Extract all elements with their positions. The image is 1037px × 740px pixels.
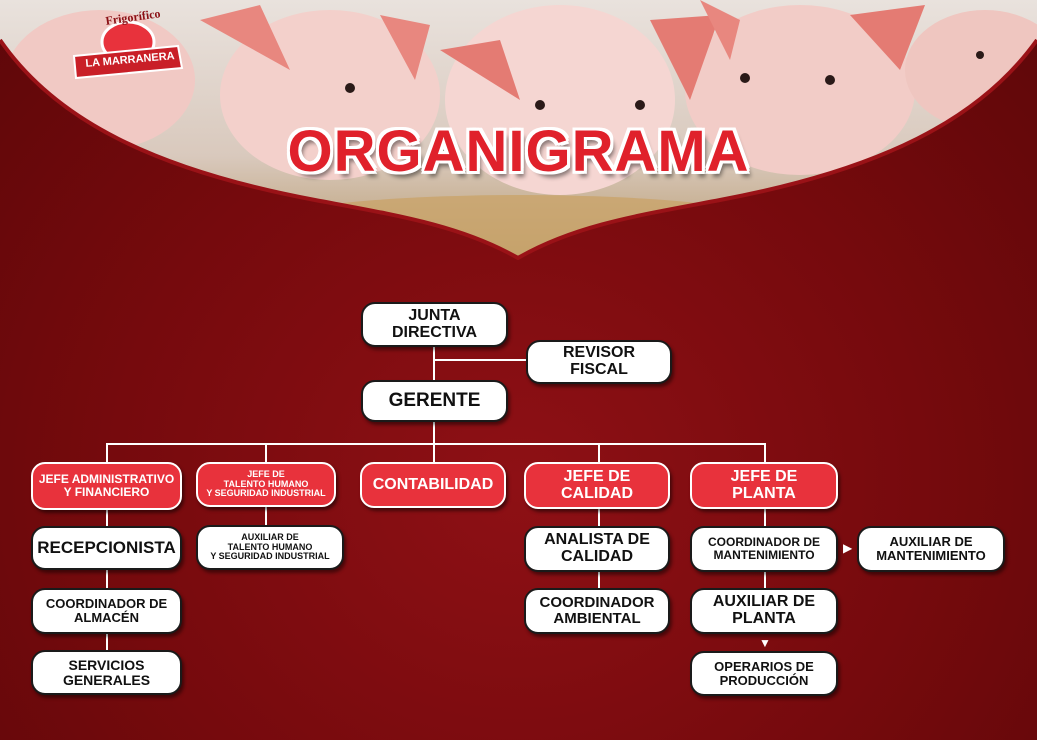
node-jefe-talento-humano-line: JEFE DE <box>247 469 285 480</box>
node-junta-directiva: JUNTA DIRECTIVA <box>361 302 508 347</box>
node-jefe-administrativo-line: Y FINANCIERO <box>63 485 150 499</box>
node-auxiliar-planta: AUXILIAR DE PLANTA <box>690 588 838 634</box>
node-jefe-calidad-line: JEFE DE <box>563 467 631 485</box>
logo: Frigorífico LA MARRANERA <box>66 6 186 82</box>
node-contabilidad-line: CONTABILIDAD <box>372 475 494 493</box>
node-jefe-calidad-label: JEFE DE CALIDAD <box>561 467 633 503</box>
node-jefe-administrativo: JEFE ADMINISTRATIVO Y FINANCIERO <box>31 462 182 510</box>
connector-drop-3 <box>598 443 600 463</box>
node-auxiliar-planta-line: PLANTA <box>732 610 796 627</box>
node-servicios-generales-line: GENERALES <box>62 671 151 688</box>
node-analista-calidad: ANALISTA DE CALIDAD <box>524 526 670 572</box>
node-jefe-talento-humano-label: JEFE DE TALENTO HUMANO Y SEGURIDAD INDUSTR… <box>206 469 326 499</box>
node-analista-calidad-label: ANALISTA DE CALIDAD <box>544 531 650 566</box>
node-auxiliar-mantenimiento-line: MANTENIMIENTO <box>876 548 986 563</box>
connector-drop-4 <box>764 443 766 463</box>
node-coordinador-ambiental-line: AMBIENTAL <box>553 610 641 627</box>
node-junta-directiva-label: JUNTA DIRECTIVA <box>391 306 478 342</box>
node-coordinador-almacen-line: COORDINADOR DE <box>45 596 168 612</box>
node-operarios-produccion-label: OPERARIOS DE PRODUCCIÓN <box>714 660 814 687</box>
node-recepcionista-line: RECEPCIONISTA <box>37 538 176 558</box>
node-junta-directiva-line: DIRECTIVA <box>391 323 478 341</box>
connector-bus <box>106 443 766 445</box>
connector-drop-0 <box>106 443 108 463</box>
node-auxiliar-talento-humano-line: Y SEGURIDAD INDUSTRIAL <box>210 551 330 562</box>
node-coordinador-mantenimiento-label: COORDINADOR DE MANTENIMIENTO <box>708 536 820 561</box>
node-operarios-produccion-line: OPERARIOS DE <box>714 658 814 674</box>
node-contabilidad: CONTABILIDAD <box>360 462 506 508</box>
logo-emblem <box>72 20 184 80</box>
node-jefe-planta: JEFE DE PLANTA <box>690 462 838 509</box>
connector-planta-mant <box>764 507 766 527</box>
node-coordinador-mantenimiento: COORDINADOR DE MANTENIMIENTO <box>690 526 838 572</box>
connector-junta-gerente <box>433 345 435 381</box>
node-coordinador-mantenimiento-line: MANTENIMIENTO <box>713 548 815 562</box>
node-gerente-line: GERENTE <box>388 390 481 412</box>
connector-gerente-bus <box>433 420 435 444</box>
node-operarios-produccion-line: PRODUCCIÓN <box>719 672 809 688</box>
node-servicios-generales: SERVICIOS GENERALES <box>31 650 182 695</box>
node-auxiliar-talento-humano: AUXILIAR DE TALENTO HUMANO Y SEGURIDAD IND… <box>196 525 344 570</box>
node-auxiliar-talento-humano-line: AUXILIAR DE <box>241 532 299 543</box>
connector-admin-recep <box>106 508 108 528</box>
node-junta-directiva-line: JUNTA <box>408 306 461 324</box>
node-jefe-planta-line: JEFE DE <box>730 467 798 485</box>
node-jefe-calidad: JEFE DE CALIDAD <box>524 462 670 509</box>
node-jefe-talento-humano-line: Y SEGURIDAD INDUSTRIAL <box>206 488 326 499</box>
page-title: ORGANIGRAMA <box>287 119 750 184</box>
connector-revisor <box>433 359 529 361</box>
node-auxiliar-mantenimiento-label: AUXILIAR DE MANTENIMIENTO <box>876 535 986 562</box>
node-revisor-fiscal-line: FISCAL <box>570 361 628 378</box>
node-recepcionista-label: RECEPCIONISTA <box>37 539 176 557</box>
node-coordinador-ambiental-line: COORDINADOR <box>539 594 655 612</box>
node-recepcionista: RECEPCIONISTA <box>31 526 182 570</box>
connector-analista-ambiental <box>598 570 600 590</box>
node-coordinador-ambiental-label: COORDINADOR AMBIENTAL <box>540 595 655 627</box>
arrow-right-icon: ▶ <box>843 541 853 555</box>
connector-mant-aux <box>764 570 766 590</box>
node-jefe-talento-humano-line: TALENTO HUMANO <box>223 478 309 489</box>
node-servicios-generales-label: SERVICIOS GENERALES <box>63 658 150 687</box>
node-coordinador-almacen-line: ALMACÉN <box>74 610 139 625</box>
node-jefe-planta-line: PLANTA <box>732 484 796 502</box>
node-auxiliar-mantenimiento: AUXILIAR DE MANTENIMIENTO <box>857 526 1005 572</box>
connector-th-aux <box>265 505 267 525</box>
connector-drop-1 <box>265 443 267 463</box>
node-auxiliar-talento-humano-line: TALENTO HUMANO <box>227 541 313 552</box>
node-analista-calidad-line: ANALISTA DE <box>544 531 650 549</box>
node-coordinador-ambiental: COORDINADOR AMBIENTAL <box>524 588 670 634</box>
node-analista-calidad-line: CALIDAD <box>561 548 633 565</box>
node-gerente-label: GERENTE <box>389 391 481 411</box>
node-auxiliar-mantenimiento-line: AUXILIAR DE <box>889 534 973 550</box>
node-revisor-fiscal: REVISOR FISCAL <box>526 340 672 384</box>
connector-drop-2 <box>433 443 435 463</box>
connector-calidad-analista <box>598 507 600 527</box>
node-coordinador-almacen-label: COORDINADOR DE ALMACÉN <box>46 597 167 624</box>
node-revisor-fiscal-line: REVISOR <box>562 344 635 362</box>
node-jefe-calidad-line: CALIDAD <box>561 484 633 502</box>
node-coordinador-mantenimiento-line: COORDINADOR DE <box>707 535 820 550</box>
node-gerente: GERENTE <box>361 380 508 422</box>
node-auxiliar-planta-line: AUXILIAR DE <box>712 593 816 611</box>
arrow-down-icon: ▼ <box>759 636 771 650</box>
header-banner <box>0 0 1037 260</box>
node-auxiliar-talento-humano-label: AUXILIAR DE TALENTO HUMANO Y SEGURIDAD IND… <box>210 532 330 562</box>
node-servicios-generales-line: SERVICIOS <box>68 656 145 673</box>
node-revisor-fiscal-label: REVISOR FISCAL <box>562 344 635 379</box>
node-jefe-administrativo-line: JEFE ADMINISTRATIVO <box>38 472 175 487</box>
node-auxiliar-planta-label: AUXILIAR DE PLANTA <box>712 593 816 628</box>
node-jefe-administrativo-label: JEFE ADMINISTRATIVO Y FINANCIERO <box>39 473 174 498</box>
node-coordinador-almacen: COORDINADOR DE ALMACÉN <box>31 588 182 634</box>
node-jefe-talento-humano: JEFE DE TALENTO HUMANO Y SEGURIDAD INDUSTR… <box>196 462 336 507</box>
node-contabilidad-label: CONTABILIDAD <box>372 475 494 494</box>
node-jefe-planta-label: JEFE DE PLANTA <box>730 467 798 503</box>
connector-almacen-servicios <box>106 632 108 652</box>
node-operarios-produccion: OPERARIOS DE PRODUCCIÓN <box>690 651 838 696</box>
connector-recep-almacen <box>106 568 108 588</box>
